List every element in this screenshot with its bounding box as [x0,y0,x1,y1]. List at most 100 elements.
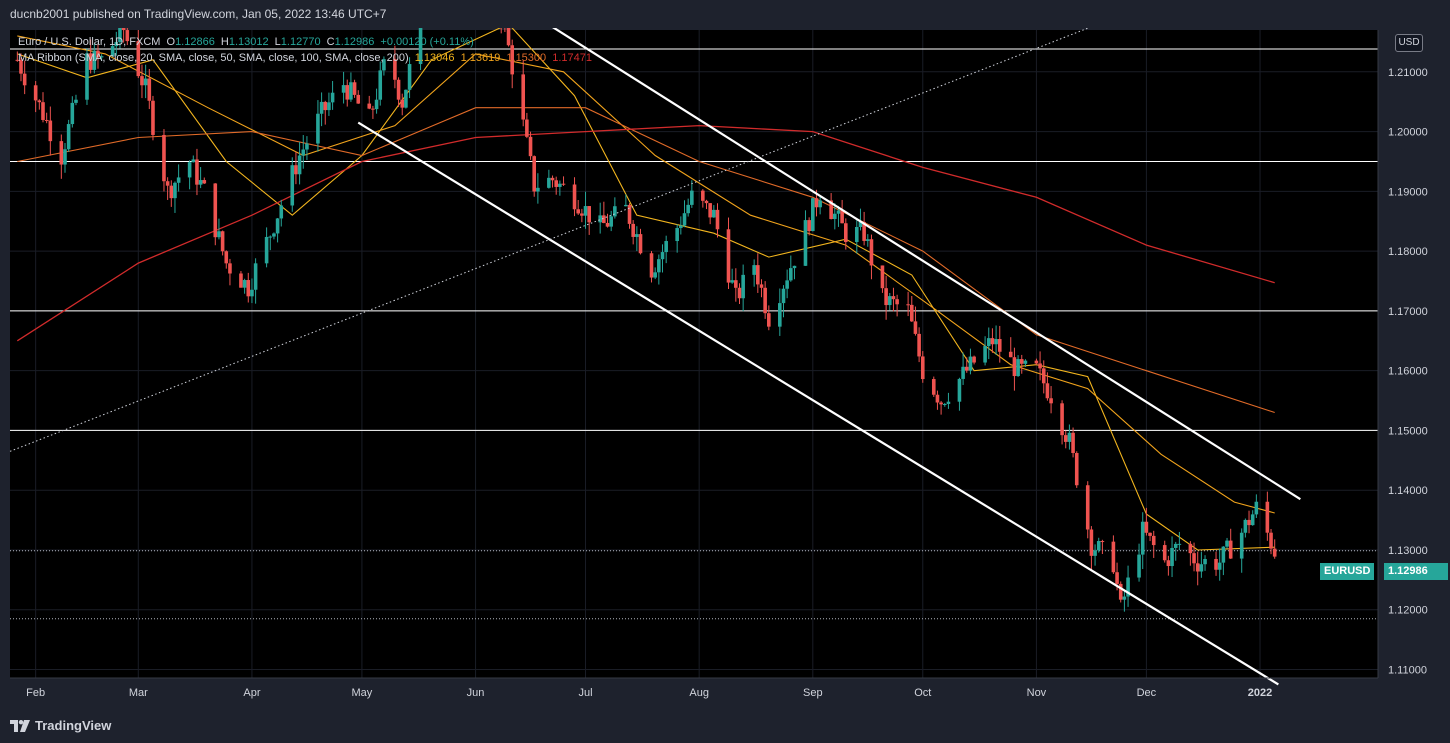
candle-body [602,215,606,223]
candle-body [712,209,716,218]
candle-body [1067,432,1072,442]
currency-button[interactable]: USD [1395,34,1423,52]
y-tick-label: 1.20000 [1388,127,1428,139]
candle-body [213,183,218,238]
candle-body [382,59,386,71]
candle-body [624,204,628,207]
candle-body [110,46,115,57]
x-tick-label: Sep [803,687,823,699]
candle-body [356,94,361,104]
candle-body [730,280,734,283]
candle-body [41,102,45,120]
candle-body [242,280,247,288]
candle-body [1254,501,1259,515]
candle-body [653,272,657,278]
candle-body [165,181,170,186]
candle-body [939,402,943,405]
open-value: 1.12866 [175,36,215,48]
candle-body [1247,519,1251,526]
candle-body [1126,577,1130,597]
x-tick-label: Dec [1137,687,1157,699]
candle-body [704,200,709,204]
candle-body [1049,398,1053,404]
candle-body [741,274,745,299]
ma-ribbon-legend: MA Ribbon (SMA, close, 20, SMA, close, 5… [18,52,595,64]
candle-body [554,180,558,187]
candle-body [250,289,254,297]
candle-body [708,203,712,218]
candle-body [1096,541,1101,551]
candle-body [854,226,859,243]
channel-trendline [357,121,1279,686]
x-tick-label: Nov [1027,687,1047,699]
candle-body [789,268,793,281]
candle-body [323,101,328,111]
symbol-legend: Euro / U.S. Dollar, 1D, FXCM O1.12866 H1… [18,36,477,48]
candle-body [532,156,537,192]
candle-body [37,100,42,103]
candle-body [1221,546,1226,563]
candle-body [1122,596,1127,600]
candle-body [829,200,833,220]
candle-body [301,149,306,156]
candle-body [686,204,690,214]
candle-body [59,141,64,165]
candle-body [253,263,258,290]
candle-body [906,304,910,306]
candle-body [44,119,49,121]
candle-body [638,234,643,254]
candle-body [264,236,269,264]
candle-body [345,85,350,100]
candle-body [1089,529,1094,556]
candle-body [1041,368,1046,384]
y-tick-label: 1.14000 [1388,485,1428,497]
candle-body [1188,543,1193,554]
candle-body [1162,545,1167,561]
candle-body [1195,563,1200,572]
candle-body [803,220,808,266]
tradingview-logo[interactable]: TradingView [10,718,111,733]
candle-body [195,159,199,185]
candle-body [627,204,632,224]
y-tick-label: 1.11000 [1388,665,1427,677]
candle-body [1038,363,1042,369]
candle-body [785,280,789,289]
publisher-bar: ducnb2001 published on TradingView.com, … [0,0,1450,28]
candle-body [832,213,837,220]
candle-body [162,134,166,182]
candle-body [96,50,100,58]
candle-body [114,42,119,47]
candle-body [510,45,515,75]
candle-body [920,356,925,380]
candle-body [726,229,731,283]
candle-body [341,85,346,93]
price-chart[interactable]: 1.230001.220001.210001.200001.190001.180… [0,28,1450,708]
candle-body [525,119,529,137]
candle-body [1144,521,1149,533]
candle-body [521,74,526,120]
candle-body [715,209,720,230]
candle-body [319,101,324,114]
candle-body [983,346,987,363]
candle-body [561,183,566,185]
tradingview-logo-icon [10,719,30,732]
candle-body [895,299,899,305]
candle-body [737,287,742,299]
candle-body [305,143,309,150]
publisher-text: ducnb2001 published on TradingView.com, … [10,7,387,21]
candle-body [701,190,705,201]
candle-body [679,225,683,229]
candle-body [176,177,181,183]
candle-body [418,28,423,65]
candle-body [778,303,782,327]
candle-body [294,165,298,175]
candle-body [1045,383,1050,399]
candle-body [763,287,767,314]
candle-body [994,339,998,345]
candle-body [220,231,225,252]
x-tick-label: Feb [26,687,45,699]
close-value: 1.12986 [334,36,375,48]
candle-body [1060,403,1064,436]
candle-body [1173,543,1178,548]
candle-body [1063,435,1068,442]
